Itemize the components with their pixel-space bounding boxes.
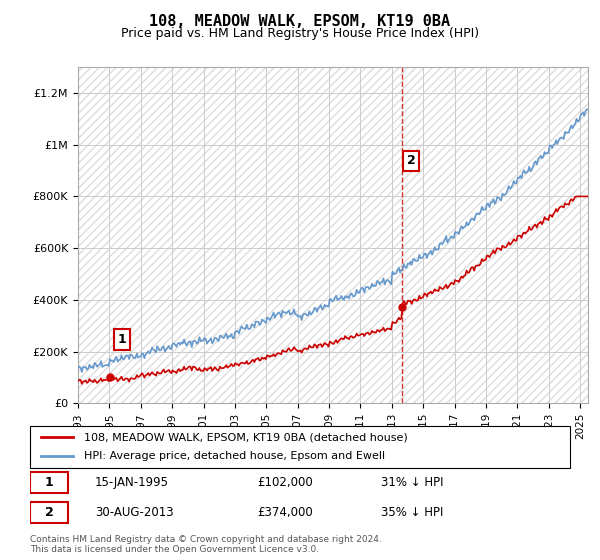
- Text: Price paid vs. HM Land Registry's House Price Index (HPI): Price paid vs. HM Land Registry's House …: [121, 27, 479, 40]
- FancyBboxPatch shape: [30, 502, 68, 523]
- Text: 2: 2: [44, 506, 53, 519]
- Text: 35% ↓ HPI: 35% ↓ HPI: [381, 506, 443, 519]
- Text: 15-JAN-1995: 15-JAN-1995: [95, 476, 169, 489]
- Text: 30-AUG-2013: 30-AUG-2013: [95, 506, 173, 519]
- FancyBboxPatch shape: [30, 426, 570, 468]
- Text: 108, MEADOW WALK, EPSOM, KT19 0BA (detached house): 108, MEADOW WALK, EPSOM, KT19 0BA (detac…: [84, 432, 408, 442]
- Text: 2: 2: [407, 155, 416, 167]
- Text: £374,000: £374,000: [257, 506, 313, 519]
- Text: £102,000: £102,000: [257, 476, 313, 489]
- Text: 108, MEADOW WALK, EPSOM, KT19 0BA: 108, MEADOW WALK, EPSOM, KT19 0BA: [149, 14, 451, 29]
- FancyBboxPatch shape: [30, 472, 68, 493]
- Text: 1: 1: [44, 476, 53, 489]
- Text: 1: 1: [118, 333, 127, 346]
- Text: Contains HM Land Registry data © Crown copyright and database right 2024.
This d: Contains HM Land Registry data © Crown c…: [30, 535, 382, 554]
- Text: 31% ↓ HPI: 31% ↓ HPI: [381, 476, 443, 489]
- Text: HPI: Average price, detached house, Epsom and Ewell: HPI: Average price, detached house, Epso…: [84, 451, 385, 461]
